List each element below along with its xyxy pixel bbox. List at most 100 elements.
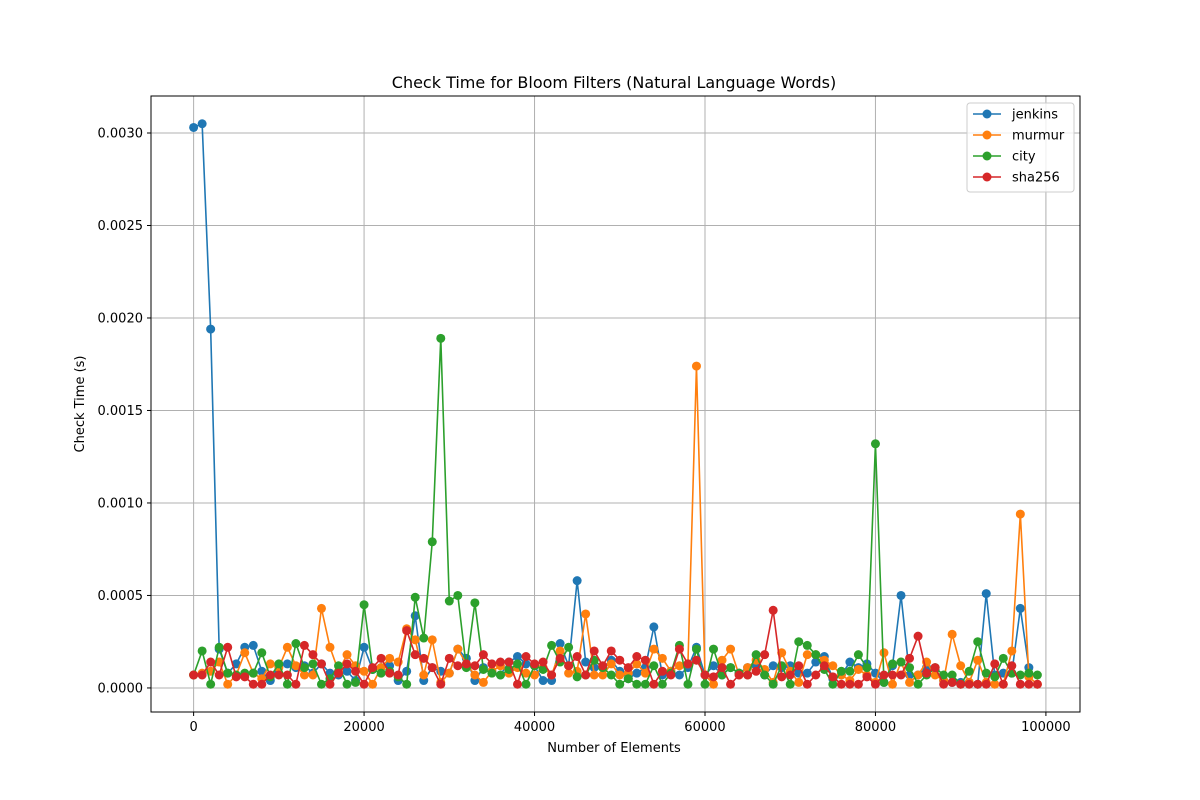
data-point-sha256 bbox=[385, 668, 395, 678]
data-point-murmur bbox=[410, 635, 420, 645]
series-line-murmur bbox=[193, 365, 1038, 686]
series-group bbox=[189, 119, 1042, 689]
data-point-murmur bbox=[828, 661, 838, 671]
data-point-jenkins bbox=[555, 639, 565, 649]
data-point-murmur bbox=[973, 655, 983, 665]
data-point-sha256 bbox=[410, 650, 420, 660]
data-point-city bbox=[896, 657, 906, 667]
x-tick-label: 80000 bbox=[855, 720, 896, 735]
data-point-sha256 bbox=[819, 661, 829, 671]
data-point-murmur bbox=[564, 668, 574, 678]
data-point-sha256 bbox=[274, 670, 284, 680]
y-tick-label: 0.0020 bbox=[98, 311, 144, 326]
data-point-sha256 bbox=[939, 679, 949, 689]
data-point-city bbox=[879, 677, 889, 687]
data-point-sha256 bbox=[743, 670, 753, 680]
data-point-city bbox=[427, 537, 437, 547]
data-point-city bbox=[197, 646, 207, 656]
data-point-murmur bbox=[308, 670, 318, 680]
data-point-city bbox=[964, 666, 974, 676]
data-point-city bbox=[1032, 670, 1042, 680]
data-point-city bbox=[376, 668, 386, 678]
data-point-sha256 bbox=[308, 650, 318, 660]
data-point-city bbox=[998, 653, 1008, 663]
data-point-sha256 bbox=[1032, 679, 1042, 689]
data-point-sha256 bbox=[342, 659, 352, 669]
legend-label-sha256: sha256 bbox=[1012, 171, 1060, 186]
data-point-murmur bbox=[521, 668, 531, 678]
data-point-jenkins bbox=[632, 668, 642, 678]
data-point-jenkins bbox=[512, 652, 522, 661]
data-point-sha256 bbox=[913, 631, 923, 641]
data-point-city bbox=[521, 679, 531, 689]
data-point-city bbox=[512, 659, 522, 669]
grid bbox=[151, 96, 1080, 712]
data-point-city bbox=[282, 679, 292, 689]
y-tick-label: 0.0005 bbox=[98, 589, 144, 604]
data-point-city bbox=[606, 670, 616, 680]
data-point-city bbox=[351, 677, 361, 687]
data-point-sha256 bbox=[870, 679, 880, 689]
data-point-sha256 bbox=[478, 650, 488, 660]
data-point-sha256 bbox=[368, 663, 378, 673]
data-point-jenkins bbox=[981, 589, 991, 599]
data-point-city bbox=[316, 679, 326, 689]
data-point-city bbox=[777, 661, 787, 671]
data-point-city bbox=[257, 648, 267, 658]
data-point-city bbox=[657, 679, 667, 689]
x-tick-label: 100000 bbox=[1021, 720, 1071, 735]
data-point-murmur bbox=[726, 644, 736, 654]
data-point-city bbox=[623, 674, 633, 684]
data-point-sha256 bbox=[1015, 679, 1025, 689]
data-point-sha256 bbox=[896, 670, 906, 680]
data-point-sha256 bbox=[376, 653, 386, 663]
data-point-sha256 bbox=[700, 670, 710, 680]
data-point-city bbox=[299, 663, 309, 673]
data-point-sha256 bbox=[393, 670, 403, 680]
data-point-sha256 bbox=[734, 670, 744, 680]
data-point-city bbox=[700, 679, 710, 689]
data-point-jenkins bbox=[581, 657, 591, 667]
data-point-sha256 bbox=[547, 670, 557, 680]
data-point-sha256 bbox=[564, 661, 574, 671]
data-point-murmur bbox=[282, 642, 292, 652]
data-point-sha256 bbox=[674, 644, 684, 654]
data-point-sha256 bbox=[632, 652, 642, 661]
x-tick-label: 20000 bbox=[343, 720, 384, 735]
y-tick-label: 0.0000 bbox=[98, 681, 144, 696]
data-point-sha256 bbox=[922, 668, 932, 678]
data-point-city bbox=[410, 592, 420, 602]
data-point-jenkins bbox=[538, 676, 548, 686]
data-point-city bbox=[1024, 668, 1034, 678]
data-point-city bbox=[802, 640, 812, 650]
data-point-murmur bbox=[444, 668, 454, 678]
data-point-city bbox=[444, 596, 454, 606]
data-point-murmur bbox=[905, 677, 915, 687]
data-point-city bbox=[853, 650, 863, 660]
data-point-murmur bbox=[419, 670, 429, 680]
data-point-sha256 bbox=[521, 652, 531, 661]
legend-marker-sha256 bbox=[982, 172, 992, 182]
data-point-murmur bbox=[709, 679, 719, 689]
data-point-sha256 bbox=[709, 672, 719, 682]
data-point-sha256 bbox=[802, 679, 812, 689]
data-point-murmur bbox=[640, 668, 650, 678]
data-point-sha256 bbox=[956, 679, 966, 689]
data-point-jenkins bbox=[674, 670, 684, 680]
data-point-city bbox=[760, 670, 770, 680]
data-point-city bbox=[973, 637, 983, 647]
data-point-city bbox=[402, 679, 412, 689]
data-point-jenkins bbox=[649, 622, 659, 632]
data-point-murmur bbox=[913, 670, 923, 680]
data-point-jenkins bbox=[1015, 603, 1025, 613]
data-point-sha256 bbox=[879, 670, 889, 680]
data-point-sha256 bbox=[998, 679, 1008, 689]
data-point-sha256 bbox=[726, 679, 736, 689]
y-tick-label: 0.0010 bbox=[98, 496, 144, 511]
data-point-sha256 bbox=[811, 670, 821, 680]
y-tick-label: 0.0030 bbox=[98, 126, 144, 141]
data-point-city bbox=[828, 679, 838, 689]
data-point-murmur bbox=[1015, 509, 1025, 519]
data-point-sha256 bbox=[794, 661, 804, 671]
data-point-city bbox=[223, 668, 233, 678]
